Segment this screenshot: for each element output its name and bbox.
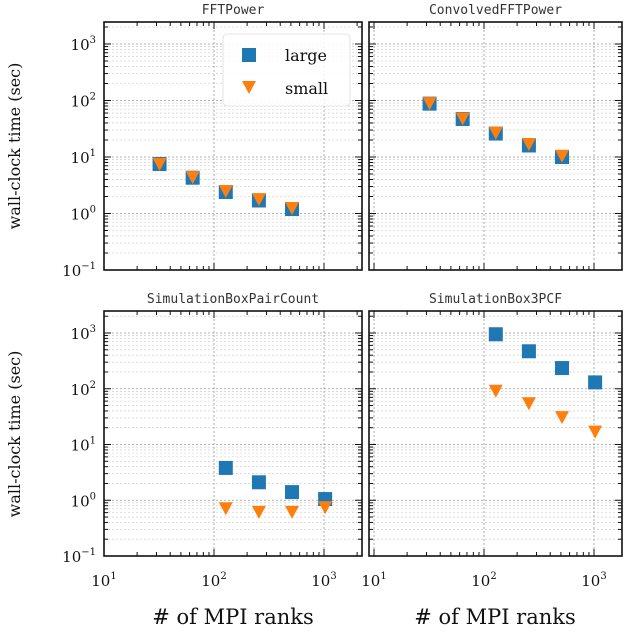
- y-tick-label: 102: [71, 92, 96, 111]
- panel-title: FFTPower: [202, 3, 265, 18]
- marker-small: [455, 112, 470, 126]
- marker-small: [251, 505, 266, 519]
- axis-ticks: [369, 22, 622, 270]
- marker-small: [251, 193, 266, 207]
- x-tick-label: 101: [91, 571, 116, 590]
- marker-large: [285, 485, 300, 500]
- panel-4: SimulationBox3PCF: [368, 292, 623, 557]
- data-markers: [218, 460, 333, 519]
- marker-small: [555, 411, 570, 425]
- grid: [104, 311, 362, 556]
- panel-frame: [368, 310, 623, 557]
- y-tick-label: 100: [71, 491, 96, 510]
- marker-large: [488, 327, 503, 342]
- marker-large: [218, 460, 233, 475]
- data-markers: [488, 327, 603, 439]
- y-axis-label: wall-clock time (sec): [5, 351, 24, 518]
- grid: [369, 311, 622, 556]
- axis-ticks: [369, 311, 622, 556]
- legend-label: small: [285, 79, 328, 98]
- marker-small: [218, 502, 233, 516]
- y-tick-label: 103: [71, 324, 96, 343]
- x-tick-label: 102: [201, 571, 226, 590]
- y-tick-label: 103: [71, 35, 96, 54]
- legend: large small: [222, 33, 351, 107]
- y-tick-label: 101: [71, 436, 96, 455]
- marker-small: [218, 185, 233, 199]
- marker-large: [251, 475, 266, 490]
- x-tick-label: 102: [471, 571, 496, 590]
- marker-small: [488, 384, 503, 398]
- marker-large: [555, 361, 570, 376]
- x-tick-label: 103: [581, 571, 606, 590]
- marker-small: [185, 171, 200, 185]
- panel-2: ConvolvedFFTPower: [368, 3, 623, 271]
- y-tick-label: 10−1: [62, 547, 96, 566]
- x-tick-label: 103: [311, 571, 336, 590]
- marker-small: [488, 126, 503, 140]
- marker-small: [152, 158, 167, 172]
- x-axis-label: # of MPI ranks: [414, 605, 576, 629]
- x-axis-label: # of MPI ranks: [152, 605, 314, 629]
- marker-large: [588, 375, 603, 390]
- data-markers: [152, 157, 300, 217]
- marker-small: [285, 202, 300, 216]
- y-tick-label: 10−1: [62, 261, 96, 280]
- marker-small: [521, 137, 536, 151]
- y-tick-label: 102: [71, 380, 96, 399]
- y-axis-label: wall-clock time (sec): [5, 63, 24, 230]
- panel-title: SimulationBox3PCF: [429, 292, 562, 307]
- y-tick-label: 101: [71, 148, 96, 167]
- marker-small: [285, 505, 300, 519]
- panel-3: SimulationBoxPairCount: [103, 292, 363, 557]
- marker-small: [318, 501, 333, 515]
- data-markers: [422, 96, 570, 164]
- legend-label: large: [285, 46, 327, 65]
- legend-marker-large: [242, 48, 256, 62]
- panel-frame: [368, 21, 623, 271]
- grid: [369, 22, 622, 270]
- x-tick-label: 101: [361, 571, 386, 590]
- marker-small: [588, 425, 603, 439]
- marker-small: [521, 397, 536, 411]
- panel-title: SimulationBoxPairCount: [147, 292, 319, 307]
- marker-small: [422, 97, 437, 111]
- panel-title: ConvolvedFFTPower: [429, 3, 562, 18]
- legend-marker-small: [242, 81, 256, 94]
- y-tick-label: 100: [71, 205, 96, 224]
- panel-frame: [103, 310, 363, 557]
- panel-frame: [103, 21, 363, 271]
- marker-small: [555, 149, 570, 163]
- marker-large: [521, 344, 536, 359]
- axis-ticks: [104, 311, 362, 556]
